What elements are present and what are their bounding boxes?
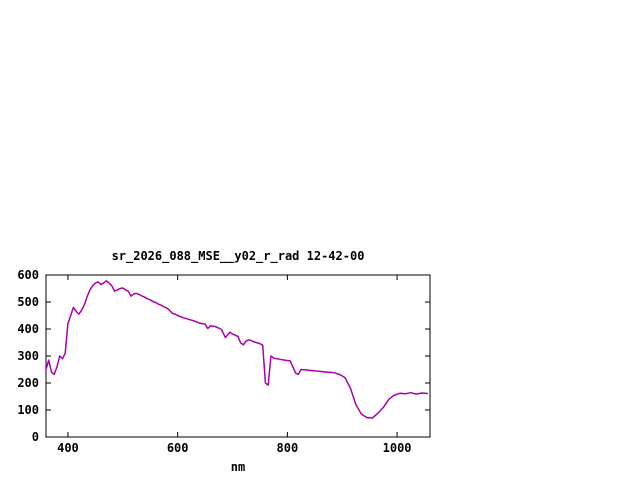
spectrum-line [45, 280, 429, 419]
y-tick-label: 300 [17, 349, 39, 363]
y-tick-label: 600 [17, 268, 39, 282]
x-axis-label: nm [230, 460, 246, 474]
x-tick-label: 600 [167, 441, 189, 455]
x-tick-label: 400 [57, 441, 79, 455]
y-tick-label: 100 [17, 403, 39, 417]
x-tick-label: 1000 [383, 441, 412, 455]
y-tick-label: 400 [17, 322, 39, 336]
plot-border [45, 274, 431, 438]
chart-title: sr_2026_088_MSE__y02_r_rad 12-42-00 [111, 249, 365, 263]
y-tick-label: 500 [17, 295, 39, 309]
x-tick-label: 800 [277, 441, 299, 455]
y-tick-label: 0 [32, 430, 39, 444]
y-tick-label: 200 [17, 376, 39, 390]
